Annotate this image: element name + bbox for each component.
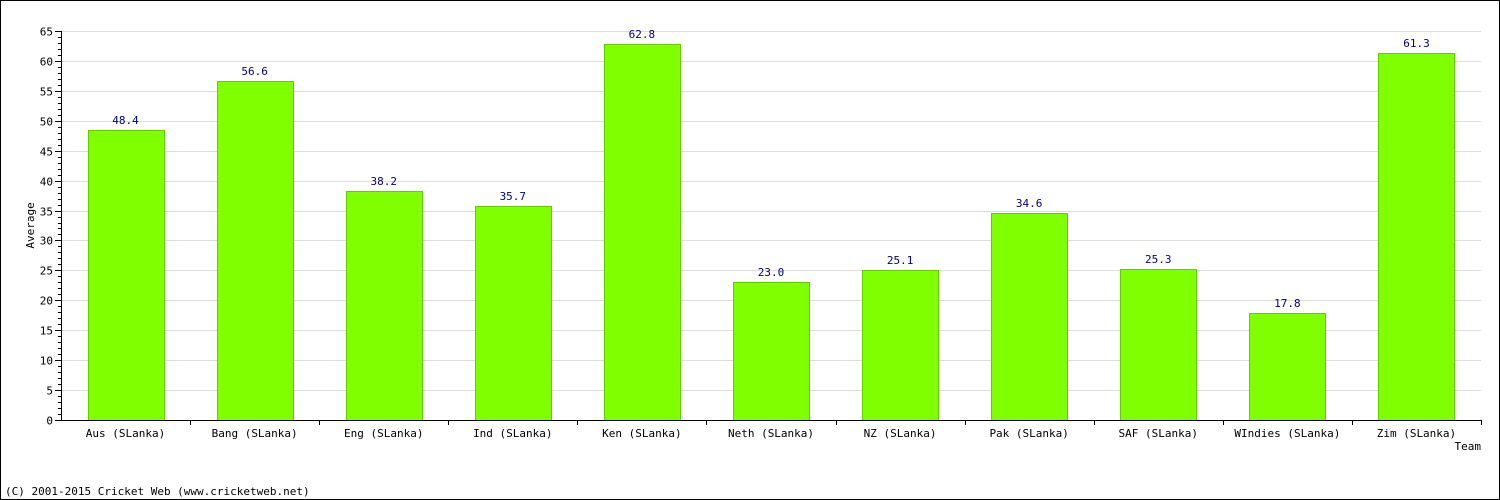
y-tick-label: 0 xyxy=(46,415,53,428)
y-tick-label: 10 xyxy=(40,355,53,368)
x-tick-label: WIndies (SLanka) xyxy=(1234,427,1340,440)
bar-value-label: 17.8 xyxy=(1274,297,1301,310)
y-tick-label: 65 xyxy=(40,26,53,39)
y-tick-label: 30 xyxy=(40,235,53,248)
bar xyxy=(604,44,681,421)
bar xyxy=(88,130,165,421)
x-axis-title: Team xyxy=(1455,440,1482,453)
x-tick-label: Eng (SLanka) xyxy=(344,427,423,440)
bar xyxy=(1120,269,1197,421)
y-tick-label: 50 xyxy=(40,116,53,129)
x-tick-label: SAF (SLanka) xyxy=(1119,427,1198,440)
copyright-text: (C) 2001-2015 Cricket Web (www.cricketwe… xyxy=(5,485,310,498)
bar-value-label: 62.8 xyxy=(629,28,656,41)
labels: 0 5 10 15 20 25 30 35 40 45 50 55 60 65 48.4 Aus (SLank… xyxy=(40,26,1456,441)
axes xyxy=(55,31,1482,425)
x-tick-label: Bang (SLanka) xyxy=(212,427,298,440)
bar-value-label: 34.6 xyxy=(1016,197,1043,210)
bar xyxy=(1249,313,1326,421)
bar-value-label: 25.1 xyxy=(887,254,914,267)
x-tick-label: Ken (SLanka) xyxy=(602,427,681,440)
y-tick-label: 55 xyxy=(40,86,53,99)
y-tick-label: 40 xyxy=(40,176,53,189)
bar-value-label: 38.2 xyxy=(370,175,397,188)
y-tick-label: 5 xyxy=(46,385,53,398)
bar xyxy=(1378,53,1455,421)
x-tick-label: Neth (SLanka) xyxy=(728,427,814,440)
y-tick-label: 60 xyxy=(40,56,53,69)
bar-value-label: 23.0 xyxy=(758,266,785,279)
bar-value-label: 56.6 xyxy=(241,65,268,78)
x-tick-label: Pak (SLanka) xyxy=(989,427,1068,440)
bar xyxy=(733,282,810,421)
y-tick-label: 20 xyxy=(40,295,53,308)
y-tick-label: 45 xyxy=(40,146,53,159)
bar xyxy=(862,270,939,421)
bar-value-label: 25.3 xyxy=(1145,253,1172,266)
y-tick-label: 35 xyxy=(40,206,53,219)
y-tick-label: 25 xyxy=(40,265,53,278)
bar-value-label: 35.7 xyxy=(500,190,527,203)
x-tick-label: Aus (SLanka) xyxy=(86,427,165,440)
bar xyxy=(217,81,294,421)
bar-value-label: 48.4 xyxy=(112,114,139,127)
bar-value-label: 61.3 xyxy=(1403,37,1430,50)
y-tick-label: 15 xyxy=(40,325,53,338)
x-tick-label: Ind (SLanka) xyxy=(473,427,552,440)
grid-lines xyxy=(61,31,1481,391)
bars xyxy=(88,44,1455,421)
bar xyxy=(346,191,423,421)
y-axis-title: Average xyxy=(24,202,37,248)
bar xyxy=(991,213,1068,421)
x-tick-label: NZ (SLanka) xyxy=(864,427,937,440)
x-tick-label: Zim (SLanka) xyxy=(1377,427,1456,440)
bar xyxy=(475,206,552,421)
